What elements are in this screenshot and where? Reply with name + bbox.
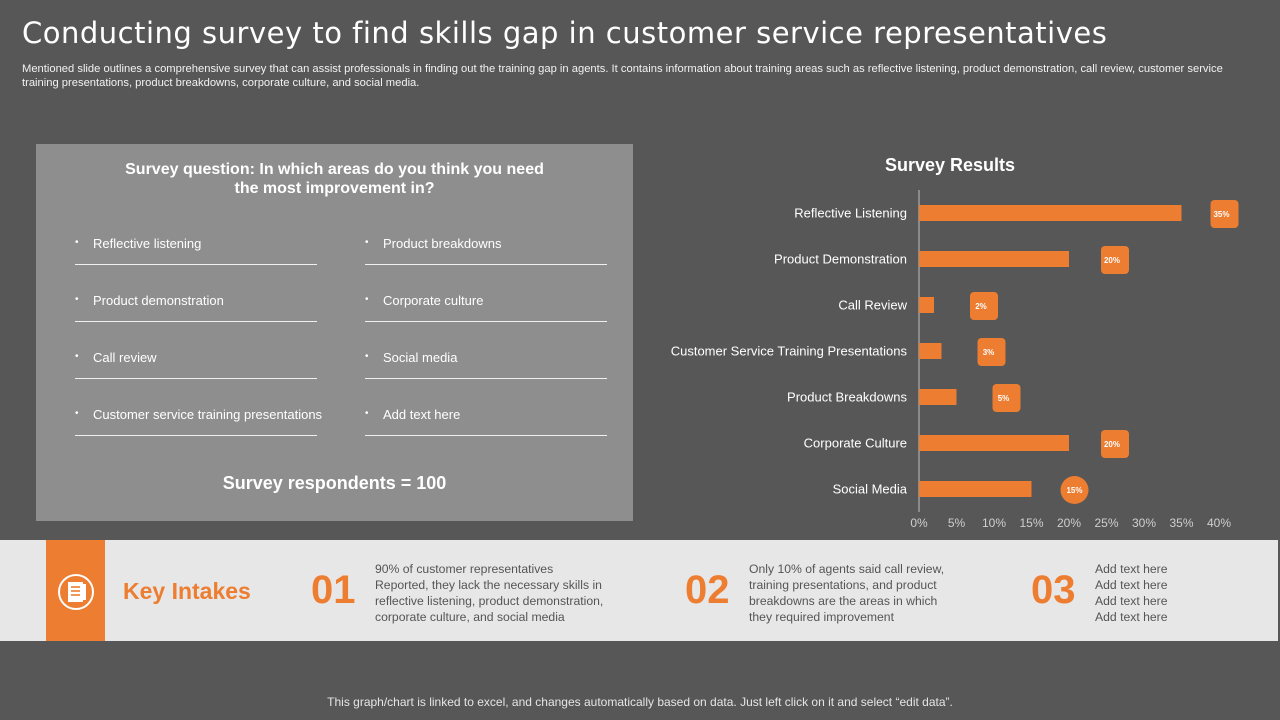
key-intakes-icon-box (46, 540, 105, 641)
bar (919, 297, 934, 313)
data-label-badge (1101, 246, 1129, 274)
document-list-icon (58, 574, 94, 610)
bar (919, 435, 1069, 451)
bullet-icon: • (75, 351, 79, 362)
intake-line: Only 10% of agents said call review, (749, 562, 945, 576)
survey-option: • Product breakdowns (365, 236, 607, 265)
bullet-icon: • (75, 294, 79, 305)
survey-option: • Product demonstration (75, 293, 317, 322)
intake-text: 90% of customer representatives Reported… (375, 561, 645, 625)
category-label: Call Review (838, 298, 907, 313)
data-label-badge (1101, 430, 1129, 458)
intake-line: corporate culture, and social media (375, 610, 565, 624)
data-label-badge (1060, 476, 1089, 504)
survey-results-chart: Reflective Listening 35% Product Demonstra… (671, 190, 1239, 530)
x-tick-label: 5% (948, 516, 966, 530)
survey-option: • Add text here (365, 407, 607, 436)
survey-option: • Corporate culture (365, 293, 607, 322)
survey-option-label: Customer service training presentations (93, 407, 323, 422)
intake-line: training presentations, and product (749, 578, 937, 592)
survey-option: • Call review (75, 350, 317, 379)
survey-option-label: Add text here (383, 407, 461, 422)
footer-note: This graph/chart is linked to excel, and… (327, 695, 953, 709)
category-label: Customer Service Training Presentations (671, 344, 908, 359)
intake-text: Add text here Add text here Add text her… (1095, 561, 1235, 625)
bullet-icon: • (365, 294, 369, 305)
intake-number: 03 (1031, 568, 1076, 612)
data-label: 3% (983, 348, 995, 357)
survey-option: • Reflective listening (75, 236, 317, 265)
data-label: 20% (1104, 256, 1120, 265)
intake-line: reflective listening, product demonstrat… (375, 594, 604, 608)
intake-line: Add text here (1095, 594, 1168, 608)
key-intakes-heading: Key Intakes (123, 578, 251, 604)
bullet-icon: • (365, 408, 369, 419)
data-label: 5% (998, 394, 1010, 403)
slide-title: Conducting survey to find skills gap in … (22, 16, 1108, 50)
category-label: Product Demonstration (774, 252, 907, 267)
x-tick-label: 25% (1094, 516, 1118, 530)
category-label: Corporate Culture (804, 436, 907, 451)
intake-line: 90% of customer representatives (375, 562, 554, 576)
bullet-icon: • (75, 237, 79, 248)
survey-option-label: Product breakdowns (383, 236, 502, 251)
x-tick-label: 35% (1169, 516, 1193, 530)
survey-option: • Customer service training presentation… (75, 407, 322, 436)
bar (919, 205, 1182, 221)
survey-option-label: Call review (93, 350, 157, 365)
data-label: 2% (975, 302, 987, 311)
bullet-icon: • (365, 237, 369, 248)
x-tick-label: 40% (1207, 516, 1231, 530)
survey-option: • Social media (365, 350, 607, 379)
survey-question: Survey question: In which areas do you t… (125, 161, 544, 197)
survey-question-panel: Survey question: In which areas do you t… (36, 144, 633, 521)
data-label: 15% (1066, 486, 1082, 495)
category-label: Product Breakdowns (787, 390, 907, 405)
key-intakes-band: Key Intakes 01 90% of customer represent… (0, 540, 1278, 641)
x-tick-label: 10% (982, 516, 1006, 530)
data-label: 35% (1213, 210, 1229, 219)
bar (919, 251, 1069, 267)
data-label-badge (992, 384, 1021, 412)
category-label: Social Media (833, 482, 908, 497)
intake-line: Reported, they lack the necessary skills… (375, 578, 602, 592)
intake-number: 02 (685, 568, 730, 612)
data-label-badge (977, 338, 1006, 366)
bar (919, 343, 942, 359)
survey-option-label: Product demonstration (93, 293, 224, 308)
intake-number: 01 (311, 568, 356, 612)
x-tick-label: 15% (1019, 516, 1043, 530)
intake-line: breakdowns are the areas in which (749, 594, 938, 608)
x-tick-label: 30% (1132, 516, 1156, 530)
survey-option-label: Reflective listening (93, 236, 202, 251)
data-label: 20% (1104, 440, 1120, 449)
chart-title: Survey Results (884, 155, 1016, 175)
category-label: Reflective Listening (794, 206, 907, 221)
survey-option-label: Corporate culture (383, 293, 484, 308)
survey-respondents: Survey respondents = 100 (222, 473, 447, 493)
intake-line: Add text here (1095, 562, 1168, 576)
data-label-badge (1210, 200, 1239, 228)
bullet-icon: • (365, 351, 369, 362)
intake-line: Add text here (1095, 578, 1168, 592)
survey-option-label: Social media (383, 350, 458, 365)
intake-text: Only 10% of agents said call review, tra… (749, 561, 989, 625)
slide-subtitle: Mentioned slide outlines a comprehensive… (22, 63, 1223, 89)
data-label-badge (970, 292, 998, 320)
intake-line: they required improvement (749, 610, 894, 624)
x-tick-label: 0% (910, 516, 928, 530)
bullet-icon: • (75, 408, 79, 419)
x-tick-label: 20% (1057, 516, 1081, 530)
bar (919, 481, 1032, 497)
intake-line: Add text here (1095, 610, 1168, 624)
bar (919, 389, 957, 405)
